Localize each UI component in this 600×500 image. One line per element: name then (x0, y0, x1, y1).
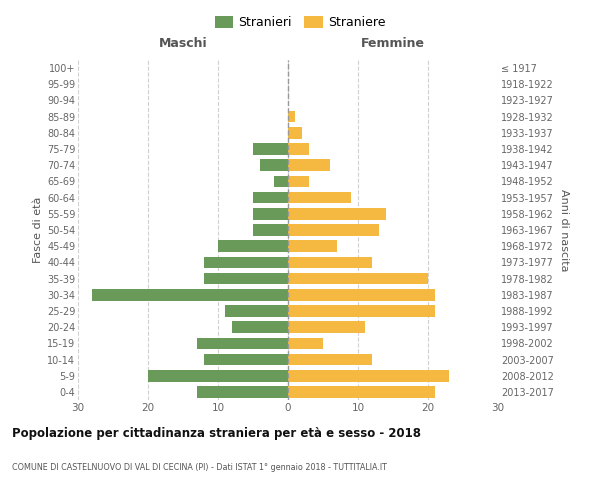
Bar (92, 289, 288, 300)
Bar (253, 224, 288, 236)
Bar (288, 208, 386, 220)
Bar (288, 272, 428, 284)
Y-axis label: Anni di nascita: Anni di nascita (559, 188, 569, 271)
Bar (197, 338, 288, 349)
Bar (288, 305, 435, 317)
Bar (288, 160, 330, 171)
Bar (288, 256, 372, 268)
Bar (288, 289, 435, 300)
Bar (288, 240, 337, 252)
Text: Femmine: Femmine (361, 38, 425, 51)
Bar (148, 370, 288, 382)
Bar (253, 192, 288, 203)
Bar (288, 386, 435, 398)
Bar (288, 322, 365, 333)
Bar (274, 176, 288, 188)
Bar (204, 256, 288, 268)
Bar (288, 176, 309, 188)
Bar (204, 354, 288, 366)
Bar (288, 192, 351, 203)
Legend: Stranieri, Straniere: Stranieri, Straniere (209, 11, 391, 34)
Bar (288, 224, 379, 236)
Bar (197, 386, 288, 398)
Bar (288, 111, 295, 122)
Y-axis label: Fasce di età: Fasce di età (32, 197, 43, 263)
Bar (232, 322, 288, 333)
Bar (288, 370, 449, 382)
Text: Maschi: Maschi (158, 38, 208, 51)
Bar (288, 354, 372, 366)
Text: COMUNE DI CASTELNUOVO DI VAL DI CECINA (PI) - Dati ISTAT 1° gennaio 2018 - TUTTI: COMUNE DI CASTELNUOVO DI VAL DI CECINA (… (12, 462, 387, 471)
Bar (288, 143, 309, 155)
Bar (253, 208, 288, 220)
Bar (288, 127, 302, 138)
Bar (288, 338, 323, 349)
Bar (253, 143, 288, 155)
Bar (204, 272, 288, 284)
Bar (218, 240, 288, 252)
Bar (260, 160, 288, 171)
Bar (225, 305, 288, 317)
Text: Popolazione per cittadinanza straniera per età e sesso - 2018: Popolazione per cittadinanza straniera p… (12, 428, 421, 440)
